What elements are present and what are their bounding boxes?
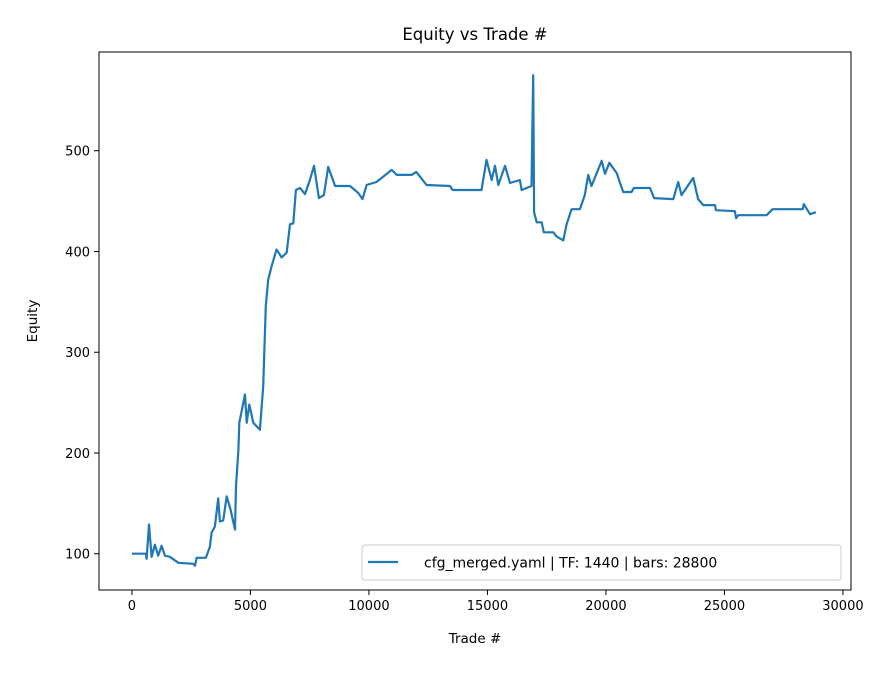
y-axis-label: Equity bbox=[25, 300, 41, 343]
y-tick-label: 200 bbox=[65, 447, 90, 462]
legend-box bbox=[361, 544, 842, 581]
x-tick-label: 20000 bbox=[585, 599, 626, 614]
chart-title: Equity vs Trade # bbox=[402, 25, 547, 44]
legend: cfg_merged.yaml | TF: 1440 | bars: 28800 bbox=[361, 544, 842, 581]
x-tick-label: 0 bbox=[128, 599, 136, 614]
legend-label: cfg_merged.yaml | TF: 1440 | bars: 28800 bbox=[424, 556, 717, 572]
y-tick-label: 400 bbox=[65, 245, 90, 260]
axes-frame bbox=[98, 51, 852, 591]
y-tick-label: 500 bbox=[65, 145, 90, 160]
x-tick-label: 30000 bbox=[822, 599, 863, 614]
x-axis-label: Trade # bbox=[448, 631, 502, 647]
plot-area: 0 5000 10000 15000 20000 25000 30000 100 200 300 4… bbox=[65, 51, 864, 614]
x-tick-label: 5000 bbox=[234, 599, 267, 614]
x-tick-label: 15000 bbox=[467, 599, 508, 614]
y-tick-label: 300 bbox=[65, 346, 90, 361]
series-line-0 bbox=[131, 74, 817, 567]
y-tick-label: 100 bbox=[65, 548, 90, 563]
x-tick-label: 25000 bbox=[704, 599, 745, 614]
x-tick-label: 10000 bbox=[348, 599, 389, 614]
